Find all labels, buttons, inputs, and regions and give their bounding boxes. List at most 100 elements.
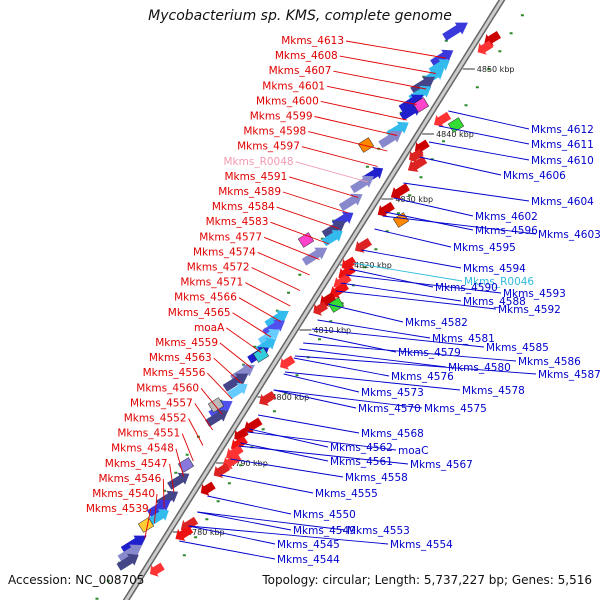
gene-arrow-forward: [120, 535, 147, 554]
gene-label-right: Mkms_4604: [531, 196, 594, 208]
ruler-dot-right: [509, 32, 513, 35]
gene-box: [412, 97, 430, 113]
gene-label-right: Mkms_4573: [361, 387, 424, 399]
gene-label-right: Mkms_4558: [345, 472, 408, 484]
gene-label-left: Mkms_4584: [212, 201, 275, 213]
gene-label-right: Mkms_R0046: [464, 276, 534, 288]
gene-label-right: Mkms_4544: [277, 554, 340, 566]
gene-label-left: Mkms_4559: [155, 337, 218, 349]
leader-line: [311, 328, 485, 348]
ruler-dot-right: [227, 482, 231, 485]
leader-line: [244, 282, 291, 307]
gene-arrow-reverse: [200, 481, 216, 496]
tick-label: 4840 kbp: [436, 130, 474, 139]
ruler-dot-right: [182, 554, 186, 557]
ruler-dot-right: [374, 248, 378, 251]
gene-label-right: Mkms_4550: [293, 509, 356, 521]
ruler-dot-right: [329, 320, 333, 323]
ruler-dot-right: [464, 104, 468, 107]
leader-line: [293, 357, 390, 377]
tick-label: 4780 kbp: [187, 528, 225, 537]
leader-line: [385, 211, 474, 231]
ruler-dot-left: [185, 453, 189, 456]
gene-label-right: Mkms_4603: [538, 229, 600, 241]
leader-line: [289, 176, 359, 198]
gene-arrow-reverse: [243, 417, 263, 433]
leader-line: [175, 448, 185, 477]
gene-arrow-reverse: [175, 525, 194, 541]
ruler-dot-right: [205, 518, 209, 521]
leader-line: [257, 251, 310, 276]
ruler-dot-left: [253, 345, 257, 348]
leader-line: [273, 389, 423, 409]
leader-line: [340, 282, 462, 302]
leader-line: [403, 182, 530, 202]
gene-box: [327, 297, 345, 313]
gene-arrow-reverse: [149, 562, 165, 577]
gene-label-left: Mkms_4551: [117, 428, 180, 440]
ruler-dot-right: [272, 410, 276, 413]
gene-label-left: Mkms_4556: [143, 367, 206, 379]
ruler-dot-right: [284, 392, 288, 395]
leader-line: [273, 389, 357, 409]
gene-arrow-forward: [338, 193, 363, 212]
tick-label: 4820 kbp: [354, 261, 392, 270]
gene-arrow-forward: [321, 229, 343, 247]
gene-label-left: Mkms_4557: [130, 397, 193, 409]
gene-label-left: Mkms_4546: [98, 473, 161, 485]
gene-label-right: Mkms_4581: [432, 333, 495, 345]
leader-line: [314, 116, 398, 136]
gene-label-left: moaA: [194, 322, 225, 334]
gene-arrow-forward: [350, 175, 374, 194]
gene-label-left: Mkms_4591: [224, 171, 287, 183]
gene-arrow-reverse: [259, 390, 277, 406]
tick-label: 4850 kbp: [477, 65, 515, 74]
leader-line: [270, 221, 330, 245]
gene-label-left: Mkms_4539: [86, 503, 149, 515]
leader-line: [320, 100, 407, 121]
leader-line: [438, 125, 530, 145]
ruler-dot-right: [396, 212, 400, 215]
gene-arrow-reverse: [407, 156, 428, 173]
gene-label-left: Mkms_4607: [269, 65, 332, 77]
ruler-dot-right: [475, 86, 479, 89]
leader-line: [181, 433, 194, 462]
ruler-dot-right: [194, 536, 198, 539]
leader-line: [345, 274, 502, 294]
gene-label-right: Mkms_4549: [293, 525, 356, 537]
gene-label-right: Mkms_4582: [405, 317, 468, 329]
gene-arrow-reverse: [338, 264, 356, 280]
gene-label-left: Mkms_4574: [193, 246, 256, 258]
leader-line: [303, 342, 517, 362]
leader-line: [327, 303, 404, 323]
ruler-dot-right: [419, 176, 423, 179]
leader-line: [333, 70, 427, 90]
leader-line: [188, 525, 389, 545]
tick-label: 4790 kbp: [230, 459, 268, 468]
gene-label-right: Mkms_4606: [503, 170, 566, 182]
ruler-dot-right: [385, 230, 389, 233]
leader-line: [162, 478, 165, 508]
gene-label-left: Mkms_4599: [250, 111, 313, 123]
leader-line: [213, 357, 243, 384]
gene-label-right: Mkms_4554: [390, 539, 453, 551]
gene-arrow-reverse: [329, 282, 349, 299]
gene-label-left: Mkms_4583: [206, 216, 269, 228]
leader-line: [230, 458, 344, 478]
gene-arrow-reverse: [333, 273, 352, 289]
gene-label-left: Mkms_4547: [105, 458, 168, 470]
gene-arrow-forward: [148, 508, 169, 526]
gene-label-right: Mkms_4611: [531, 139, 594, 151]
ruler-dot-left: [174, 471, 178, 474]
gene-label-right: Mkms_4585: [486, 342, 549, 354]
leader-line: [194, 403, 214, 431]
ruler-dot-right: [261, 428, 265, 431]
leader-line: [317, 319, 431, 339]
ruler-dot-right: [487, 68, 491, 71]
ruler-dot-right: [295, 374, 299, 377]
gene-arrow-reverse: [230, 435, 248, 451]
gene-arrow-forward: [208, 400, 233, 419]
ruler-dot-right: [408, 194, 412, 197]
leader-line: [339, 55, 436, 74]
ruler-dot-left: [106, 579, 110, 582]
